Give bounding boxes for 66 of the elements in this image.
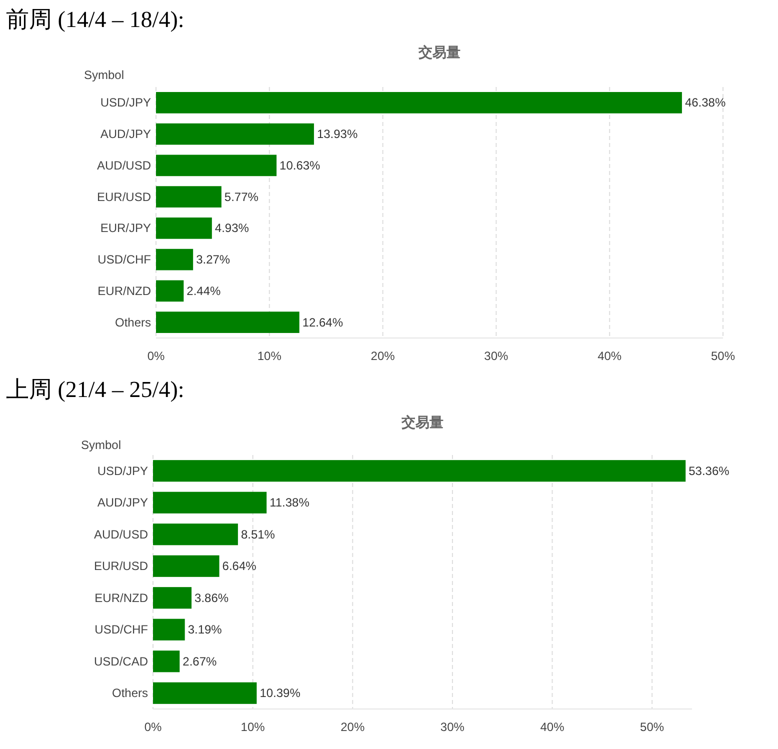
x-tick-label: 10% [240,720,266,734]
x-tick-label: 50% [710,349,736,363]
y-tick-label: USD/CHF [94,622,148,637]
bar [153,460,686,482]
y-tick-label: USD/CAD [94,654,148,668]
bar [153,555,220,577]
bar [153,587,192,609]
bar [156,92,682,114]
bar [153,524,238,546]
data-label: 12.64% [302,315,344,330]
chart-subtitle: 交易量 [418,44,460,60]
y-tick-label: AUD/USD [94,527,148,542]
x-tick-label: 30% [484,349,509,363]
x-tick-label: 50% [640,720,664,734]
data-label: 46.38% [684,96,726,110]
x-tick-label: 10% [257,349,282,363]
y-axis-title: Symbol [81,438,122,452]
chart-subtitle: 交易量 [400,414,444,430]
bar [156,218,212,239]
y-tick-label: Others [112,686,148,700]
data-label: 13.93% [316,127,358,142]
y-tick-label: AUD/USD [96,158,152,172]
y-tick-label: EUR/JPY [100,221,151,236]
data-label: 11.38% [270,496,310,510]
data-label: 2.44% [186,284,222,298]
y-tick-label: USD/JPY [97,464,148,478]
x-tick-label: 20% [340,720,365,734]
y-tick-label: USD/JPY [100,96,151,110]
data-label: 4.93% [214,221,250,236]
y-tick-label: USD/CHF [98,252,151,267]
x-tick-label: 20% [370,349,396,363]
data-label: 3.27% [196,252,230,267]
x-tick-label: 30% [440,720,465,734]
x-tick-label: 0% [147,349,165,363]
bar [156,186,222,208]
data-label: 3.86% [194,590,229,605]
y-tick-label: AUD/JPY [97,496,148,510]
bar [153,492,267,514]
data-label: 6.64% [222,559,257,574]
y-tick-label: Others [114,315,151,330]
data-label: 2.67% [182,654,218,668]
bar [153,650,180,672]
data-label: 5.77% [224,190,259,204]
bar [156,123,314,145]
y-tick-label: EUR/USD [96,190,152,204]
bar [156,280,184,302]
bar [153,682,257,704]
data-label: 10.63% [280,158,321,172]
x-tick-label: 0% [144,720,162,734]
x-tick-label: 40% [598,349,622,363]
bar [156,154,277,176]
bar [156,312,300,333]
y-tick-label: EUR/NZD [94,590,148,605]
data-label: 53.36% [688,464,730,478]
y-tick-label: EUR/USD [94,559,148,574]
bar [153,618,185,640]
data-label: 8.51% [240,527,276,542]
chart-title: 上周 (21/4 – 25/4): [6,377,184,402]
y-tick-label: AUD/JPY [100,127,151,142]
data-label: 10.39% [260,686,301,700]
x-tick-label: 40% [540,720,565,734]
bar [156,248,194,270]
chart-title: 前周 (14/4 – 18/4): [6,7,184,32]
y-axis-title: Symbol [84,68,124,82]
data-label: 3.19% [188,622,222,637]
y-tick-label: EUR/NZD [98,284,152,298]
